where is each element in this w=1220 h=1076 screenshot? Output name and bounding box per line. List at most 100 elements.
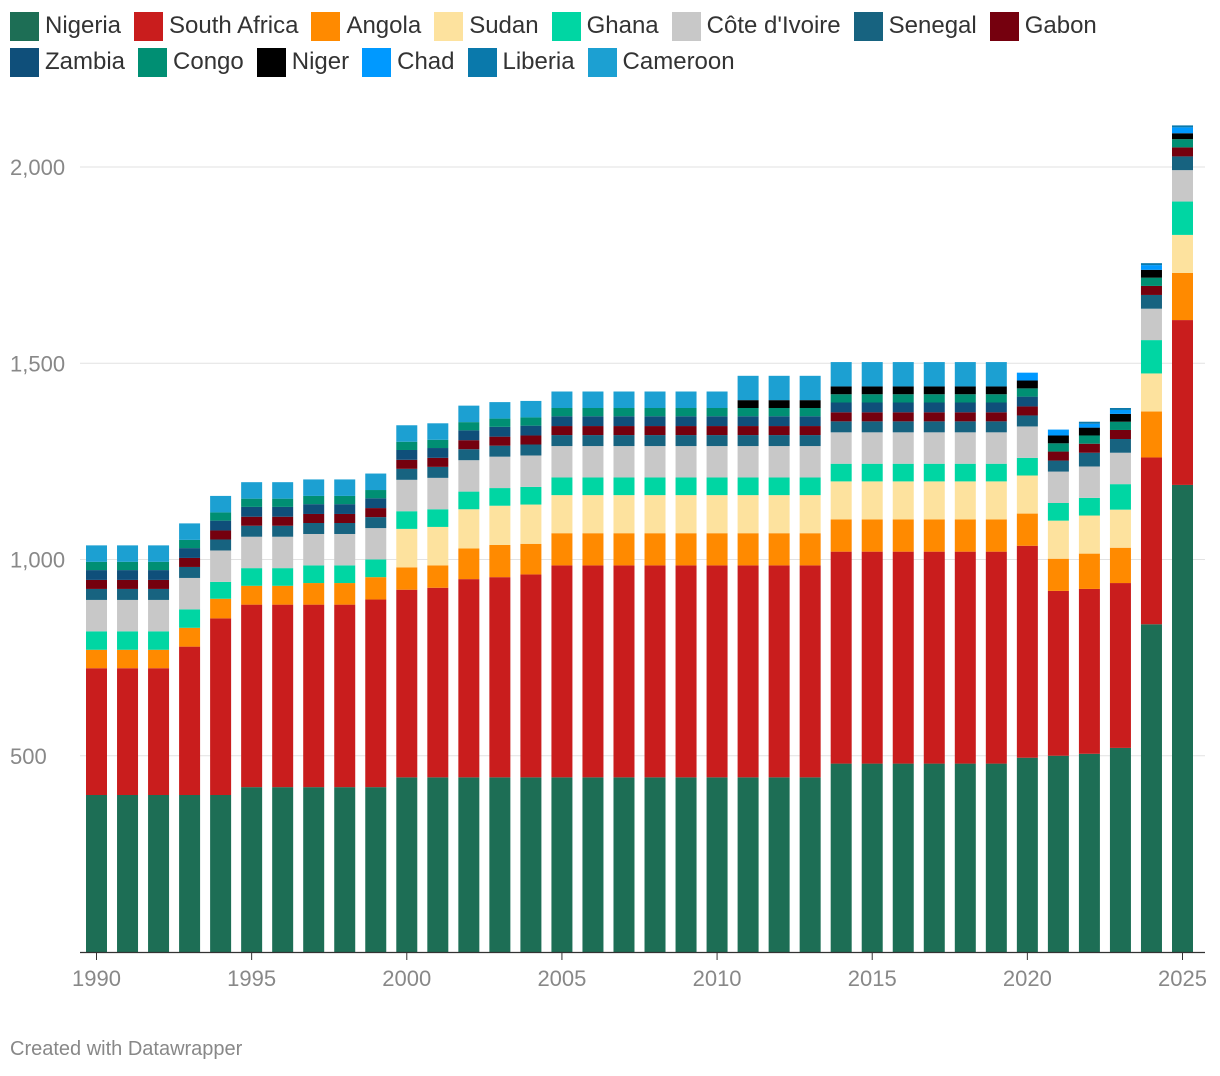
bar-segment-c-te-d-ivoire-2001: [427, 477, 449, 510]
bar-segment-c-te-d-ivoire-2002: [458, 460, 480, 492]
legend-swatch: [138, 47, 168, 77]
bar-segment-angola-2022: [1078, 553, 1100, 589]
bar-segment-senegal-2020: [1016, 415, 1038, 427]
bar-segment-angola-2023: [1109, 547, 1131, 584]
legend-swatch: [989, 11, 1019, 41]
bar-segment-congo-2001: [427, 439, 449, 449]
bar-segment-gabon-2023: [1109, 429, 1131, 440]
bar-segment-ghana-2008: [644, 477, 666, 496]
bar-stack-2010: [706, 391, 728, 952]
bar-segment-c-te-d-ivoire-1998: [334, 533, 356, 566]
bar-segment-south-africa-2022: [1078, 588, 1100, 754]
bar-segment-c-te-d-ivoire-2007: [613, 446, 635, 478]
bar-segment-senegal-2015: [861, 421, 883, 433]
bar-segment-zambia-1996: [272, 506, 294, 517]
legend-swatch: [10, 47, 39, 77]
bar-segment-c-te-d-ivoire-2000: [396, 479, 418, 512]
bar-segment-cameroon-2004: [520, 400, 542, 418]
y-tick-label: 2,000: [10, 155, 65, 180]
bar-segment-senegal-2002: [458, 449, 480, 461]
bar-segment-congo-1996: [272, 498, 294, 507]
bar-segment-congo-2006: [582, 407, 604, 417]
bar-segment-c-te-d-ivoire-1990: [86, 599, 107, 632]
bar-segment-senegal-2000: [396, 468, 418, 480]
bar-stack-2002: [458, 405, 480, 952]
bar-segment-ghana-2012: [768, 477, 790, 496]
bar-segment-c-te-d-ivoire-1999: [365, 528, 387, 560]
bar-segment-sudan-2015: [861, 481, 883, 520]
bar-segment-sudan-2018: [954, 481, 976, 520]
bar-segment-nigeria-2025: [1172, 484, 1193, 952]
legend-item-nigeria: Nigeria: [10, 8, 121, 44]
bar-segment-gabon-2010: [706, 426, 728, 436]
bar-segment-cameroon-1999: [365, 473, 387, 491]
bar-segment-sudan-2025: [1172, 234, 1193, 273]
bar-segment-congo-2021: [1047, 443, 1069, 452]
bar-segment-niger-2013: [799, 400, 821, 408]
bar-segment-niger-2015: [861, 386, 883, 395]
bar-segment-cameroon-2017: [923, 362, 945, 387]
bar-segment-gabon-2008: [644, 426, 666, 436]
bar-segment-ghana-2015: [861, 463, 883, 482]
bar-segment-senegal-2003: [489, 445, 511, 457]
bar-segment-sudan-2024: [1140, 373, 1162, 412]
bar-segment-south-africa-2023: [1109, 583, 1131, 748]
bar-stack-1990: [86, 545, 107, 952]
bar-segment-sudan-2000: [396, 528, 418, 568]
bar-segment-gabon-2007: [613, 426, 635, 436]
bar-segment-c-te-d-ivoire-2004: [520, 455, 542, 487]
bar-segment-sudan-2017: [923, 481, 945, 520]
bar-segment-senegal-1997: [303, 522, 325, 534]
bar-segment-cameroon-1995: [241, 482, 263, 499]
bar-segment-nigeria-1999: [365, 787, 387, 952]
bar-segment-c-te-d-ivoire-1997: [303, 533, 325, 566]
bar-segment-cameroon-2001: [427, 423, 449, 440]
bar-segment-niger-2021: [1047, 435, 1069, 444]
bar-segment-nigeria-2002: [458, 777, 480, 952]
bar-segment-gabon-2006: [582, 426, 604, 436]
bar-segment-c-te-d-ivoire-1993: [179, 577, 201, 610]
bar-segment-chad-2021: [1047, 429, 1069, 436]
bar-segment-senegal-1996: [272, 525, 294, 537]
bar-segment-chad-2022: [1078, 423, 1100, 428]
bar-segment-angola-1995: [241, 585, 263, 605]
bar-segment-gabon-1997: [303, 513, 325, 523]
bar-segment-senegal-1991: [117, 588, 139, 600]
bar-segment-sudan-2014: [830, 481, 852, 520]
bar-segment-gabon-1992: [148, 579, 170, 589]
bar-segment-nigeria-1992: [148, 795, 170, 952]
bar-segment-sudan-2001: [427, 526, 449, 566]
bar-segment-angola-2012: [768, 533, 790, 566]
bar-segment-zambia-2017: [923, 402, 945, 413]
bar-segment-zambia-2009: [675, 416, 697, 427]
bar-segment-ghana-2013: [799, 477, 821, 496]
bar-stack-2016: [892, 362, 914, 952]
bar-segment-angola-2010: [706, 533, 728, 566]
bar-segment-congo-1997: [303, 495, 325, 505]
legend-label: Cameroon: [622, 48, 735, 75]
legend-swatch: [256, 47, 286, 77]
x-tick-label: 1995: [227, 966, 276, 991]
bar-segment-senegal-2025: [1172, 156, 1193, 171]
bar-segment-south-africa-2009: [675, 565, 697, 778]
bar-segment-gabon-1990: [86, 579, 107, 589]
bar-stack-1998: [334, 479, 356, 952]
bar-segment-c-te-d-ivoire-1995: [241, 536, 263, 569]
bar-segment-senegal-2010: [706, 435, 728, 447]
bar-segment-senegal-2021: [1047, 460, 1069, 472]
bar-segment-angola-2004: [520, 543, 542, 575]
bar-segment-sudan-2004: [520, 504, 542, 544]
bar-segment-nigeria-2010: [706, 777, 728, 952]
bar-segment-cameroon-1993: [179, 523, 201, 540]
bar-segment-ghana-2023: [1109, 484, 1131, 510]
legend-swatch: [853, 11, 883, 41]
bar-segment-nigeria-2007: [613, 777, 635, 952]
bar-segment-zambia-2018: [954, 402, 976, 413]
bar-segment-angola-1997: [303, 583, 325, 605]
legend-label: Zambia: [45, 48, 126, 75]
bar-segment-zambia-1999: [365, 498, 387, 509]
bar-segment-south-africa-1991: [117, 668, 139, 795]
bar-segment-congo-1995: [241, 498, 263, 507]
bar-segment-cameroon-2005: [551, 391, 573, 408]
x-tick-label: 2025: [1158, 966, 1207, 991]
